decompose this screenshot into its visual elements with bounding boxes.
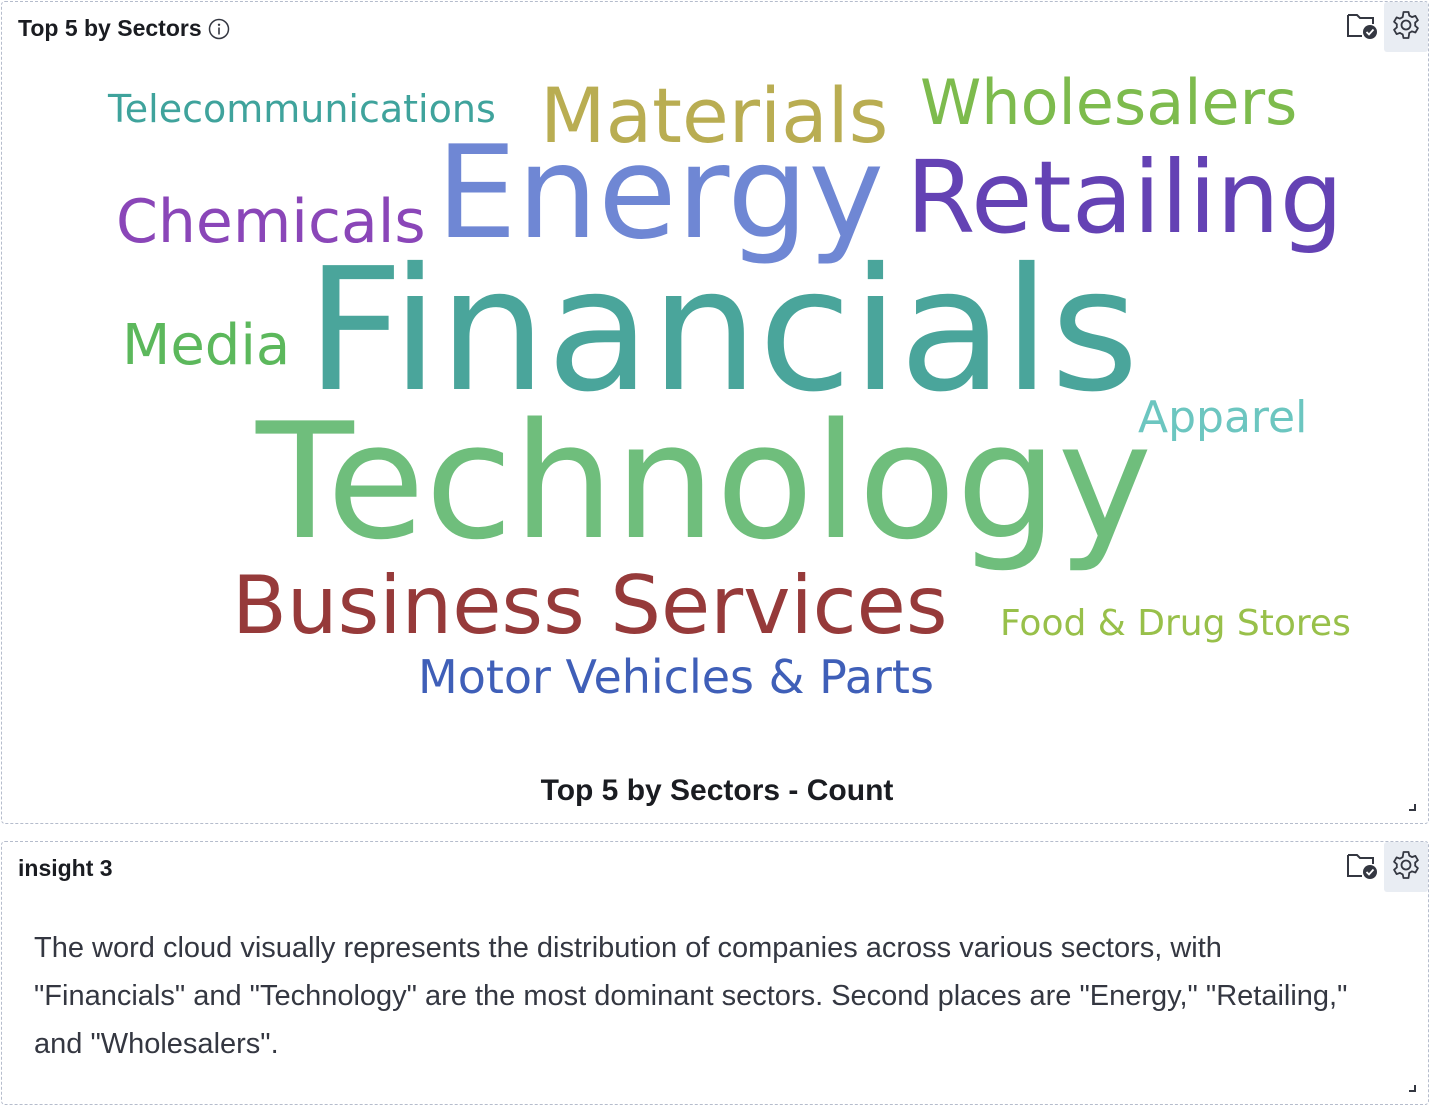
word-cloud-term: Financials [306, 232, 1139, 430]
word-cloud-term: Energy [436, 119, 885, 268]
insight-title-text: insight 3 [18, 855, 113, 881]
info-icon[interactable] [208, 18, 230, 40]
settings-button[interactable] [1384, 2, 1428, 52]
folder-check-icon [1345, 850, 1379, 885]
wordcloud-panel: Top 5 by Sectors [1, 1, 1429, 824]
insight-title: insight 3 [18, 855, 113, 882]
folder-check-button[interactable] [1340, 842, 1384, 892]
word-cloud-term: Technology [256, 388, 1153, 575]
insight-panel: insight 3 The word cloud visually repre [1, 841, 1429, 1105]
folder-check-button[interactable] [1340, 2, 1384, 52]
panel-title: Top 5 by Sectors [18, 15, 230, 42]
panel-actions [1340, 2, 1428, 52]
insight-panel-actions [1340, 842, 1428, 892]
insight-text: The word cloud visually represents the d… [34, 932, 1348, 1060]
settings-button[interactable] [1384, 842, 1428, 892]
panel-title-text: Top 5 by Sectors [18, 15, 202, 41]
word-cloud-term: Food & Drug Stores [1000, 603, 1351, 644]
word-cloud-term: Materials [540, 71, 889, 160]
word-cloud-term: Business Services [232, 559, 948, 652]
word-cloud-term: Chemicals [116, 187, 426, 257]
gear-icon [1390, 9, 1422, 46]
gear-icon [1390, 849, 1422, 886]
word-cloud-term: Telecommunications [108, 87, 496, 131]
chart-caption: Top 5 by Sectors - Count [540, 774, 894, 807]
folder-check-icon [1345, 10, 1379, 45]
word-cloud-term: Media [122, 313, 291, 378]
resize-handle[interactable] [1409, 804, 1416, 811]
word-cloud-term: Motor Vehicles & Parts [418, 650, 934, 704]
word-cloud-term: Apparel [1138, 392, 1308, 443]
resize-handle[interactable] [1409, 1085, 1416, 1092]
word-cloud-term: Wholesalers [920, 66, 1298, 139]
word-cloud-term: Retailing [906, 139, 1344, 256]
